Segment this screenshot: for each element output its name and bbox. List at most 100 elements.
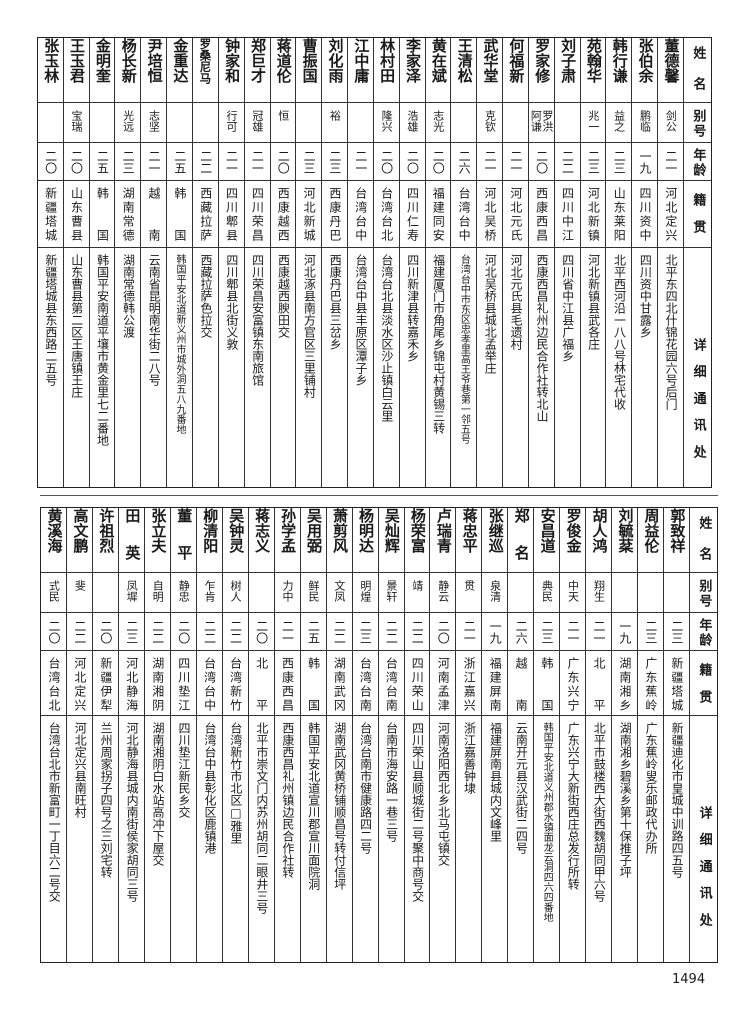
name-text: 吴钟灵 xyxy=(227,508,246,553)
address-cell: 台湾台中县丰原区潭子乡 xyxy=(348,248,373,487)
alias-cell: 鹏临 xyxy=(632,103,658,143)
name-cell: 何福新 xyxy=(503,38,528,103)
alias-cell xyxy=(664,573,689,613)
name-cell: 蒋志义 xyxy=(248,508,274,573)
name-text: 曹振国 xyxy=(300,38,319,83)
alias-cell: 罗洪阿谦 xyxy=(528,103,554,143)
header-alias-cell: 别号 xyxy=(690,573,717,613)
age-cell: 二〇 xyxy=(248,613,274,651)
address-cell: 河北新镇县武各庄 xyxy=(581,248,606,487)
age-text: 二〇 xyxy=(436,619,451,644)
age-cell: 二〇 xyxy=(425,143,451,181)
name-text: 田英 xyxy=(123,508,142,560)
age-text: 二三 xyxy=(540,619,555,644)
name-text: 刘化雨 xyxy=(326,38,345,83)
native-text: 台湾台南 xyxy=(358,657,373,711)
age-cell: 二〇 xyxy=(430,613,456,651)
native-cell: 河南孟津 xyxy=(430,651,456,716)
age-cell: 二三 xyxy=(580,143,606,181)
alias-text: 克钦 xyxy=(483,109,497,132)
name-cell: 江中庸 xyxy=(348,38,373,103)
address-text: 韩国平安北道宣川郡宣川面院洞 xyxy=(306,722,321,890)
person-column: 林村田 隆兴 二〇 台湾台北 台湾台北县淡水区沙止镇白云里 xyxy=(372,38,399,487)
native-text: 河北新城 xyxy=(302,187,317,241)
age-text: 二二 xyxy=(228,619,243,644)
person-column: 王玉君 宝瑞 二〇 山东曹县 山东曹县第二区王唐镇王庄 xyxy=(62,38,89,487)
alias-cell: 凤墀 xyxy=(119,573,144,613)
alias-cell xyxy=(167,103,192,143)
alias-text: 剑公 xyxy=(664,109,678,132)
name-text: 金明奎 xyxy=(93,38,112,83)
alias-cell: 泉清 xyxy=(482,573,508,613)
age-cell: 二一 xyxy=(141,143,167,181)
native-cell: 湖南湘乡 xyxy=(612,651,638,716)
person-column: 刘化雨裕二三 西康丹巴 西康丹巴县三岔乡 xyxy=(321,38,348,487)
age-cell: 二〇 xyxy=(528,143,554,181)
name-cell: 罗桑尼马 xyxy=(192,38,218,103)
address-cell: 新疆迪化市皇城中训路四五号 xyxy=(664,716,689,962)
alias-cell: 乍肯 xyxy=(196,573,222,613)
name-text: 刘子肃 xyxy=(559,38,578,83)
name-cell: 武华堂 xyxy=(477,38,503,103)
native-text: 湖南湘乡 xyxy=(617,657,632,711)
name-text: 卢瑞青 xyxy=(434,508,453,553)
name-text: 董德馨 xyxy=(662,38,681,83)
alias-cell: 志光 xyxy=(425,103,451,143)
address-text: 福建厦门市角尾乡锦屯村黄锡三转 xyxy=(431,254,446,434)
address-text: 西康西昌礼州镇边民合作社转 xyxy=(280,722,295,878)
person-column: 张玉林 二〇 新疆塔城 新疆塔城县东西路二五号 xyxy=(37,38,63,487)
name-text: 林村田 xyxy=(378,38,397,83)
age-cell: 二三 xyxy=(534,613,560,651)
address-text: 广东兴宁大新街西庄总发行所转 xyxy=(566,722,581,890)
address-cell: 河北元氏县毛遗村 xyxy=(503,248,528,487)
name-text: 王玉君 xyxy=(68,38,87,83)
native-text: 北平 xyxy=(254,657,269,711)
name-text: 吴用弼 xyxy=(305,508,324,553)
native-cell: 新疆伊犁 xyxy=(93,651,119,716)
age-text: 二六 xyxy=(457,149,472,174)
native-cell: 越南 xyxy=(508,651,534,716)
address-text: 湖南湘乡碧溪乡第十保推子坪 xyxy=(618,722,633,878)
native-cell: 河北元氏 xyxy=(503,181,528,248)
name-text: 柳清阳 xyxy=(201,508,220,553)
address-text: 四川新津县转嘉禾乡 xyxy=(405,254,420,362)
age-text: 二三 xyxy=(669,619,684,644)
name-text: 武华堂 xyxy=(481,38,500,83)
age-cell: 二一 xyxy=(244,143,270,181)
name-cell: 安昌道 xyxy=(534,508,560,573)
address-text: 韩国平安北道新义州市城外洞五八九番地 xyxy=(174,254,186,434)
age-text: 二〇 xyxy=(176,619,191,644)
header-age-label: 年龄 xyxy=(696,617,712,646)
address-text: 兰州周家拐子四号之三刘宅转 xyxy=(99,722,114,878)
native-text: 西康丹巴 xyxy=(327,187,342,241)
alias-cell xyxy=(93,573,119,613)
alias-cell xyxy=(248,573,274,613)
age-text: 二三 xyxy=(302,149,317,174)
address-cell: 湖南湘阴白水站高冲下屋交 xyxy=(145,716,170,962)
name-cell: 张立夫 xyxy=(144,508,170,573)
native-text: 四川资中 xyxy=(638,187,653,241)
name-cell: 林村田 xyxy=(373,38,399,103)
native-cell: 福建同安 xyxy=(425,181,451,248)
alias-text: 冠雄 xyxy=(250,109,264,132)
name-cell: 孙学孟 xyxy=(274,508,300,573)
address-cell: 河南洛阳西北乡北马屯镇交 xyxy=(430,716,455,962)
person-column: 郑巨才 冠雄 二一 四川荣昌 四川荣昌安富镇东南旅馆 xyxy=(243,38,270,487)
header-column: 姓名 别号 年龄 籍贯 详细通讯处 xyxy=(683,38,711,487)
name-cell: 胡人鸿 xyxy=(586,508,612,573)
alias-text: 泉清 xyxy=(488,579,502,602)
address-cell: 台湾新竹市北区□雅里 xyxy=(223,716,248,962)
native-cell: 广东蕉岭 xyxy=(638,651,664,716)
person-column: 罗俊金 中天 二一 广东兴宁 广东兴宁大新街西庄总发行所转 xyxy=(559,508,586,962)
age-cell: 二一 xyxy=(503,143,528,181)
person-column: 刘毓棻 一九 湖南湘乡 湖南湘乡碧溪乡第十保推子坪 xyxy=(611,508,638,962)
address-cell: 台湾台北市新富町一丁目六二号交 xyxy=(41,716,66,962)
address-text: 北平东四北什锦花园六号后门 xyxy=(664,254,679,410)
native-cell: 河北定兴 xyxy=(67,651,93,716)
native-text: 四川仁寿 xyxy=(405,187,420,241)
address-text: 广东蕉岭叟乐邮政代办所 xyxy=(644,722,659,854)
alias-text: 静忠 xyxy=(177,579,191,602)
age-text: 二三 xyxy=(327,149,342,174)
age-cell: 二〇 xyxy=(41,613,67,651)
address-cell: 北平市鼓楼西大街西魏胡同甲六号 xyxy=(586,716,611,962)
